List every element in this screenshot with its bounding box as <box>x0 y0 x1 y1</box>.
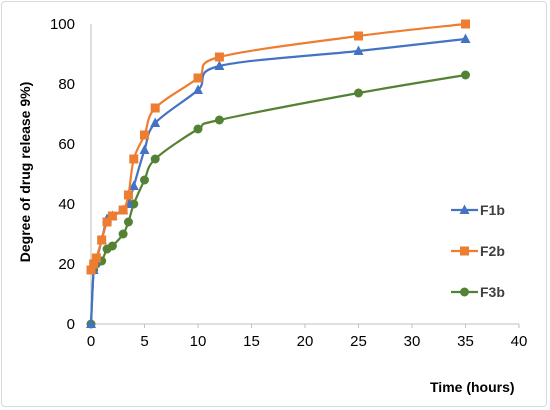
x-tick-label: 25 <box>350 333 367 350</box>
legend-label: F2b <box>480 243 505 259</box>
data-point <box>150 154 160 164</box>
data-point <box>107 211 117 221</box>
data-point <box>102 217 112 227</box>
data-point <box>107 241 117 251</box>
data-point <box>118 205 128 215</box>
series-layer <box>86 19 471 329</box>
legend-label: F3b <box>480 284 505 300</box>
data-point <box>139 144 150 154</box>
legend-marker <box>459 204 470 214</box>
axes <box>90 24 519 325</box>
data-point <box>214 60 225 70</box>
x-tick-label: 30 <box>404 333 421 350</box>
data-point <box>150 103 160 113</box>
legend-label: F1b <box>480 202 505 218</box>
data-point <box>353 45 364 55</box>
data-point <box>89 259 99 269</box>
data-point <box>354 88 363 98</box>
x-tick-label: 10 <box>190 333 207 350</box>
legend-item-f2b: F2b <box>451 243 505 259</box>
legend-marker <box>460 287 469 297</box>
data-point <box>97 235 107 245</box>
x-tick-label: 40 <box>511 333 528 350</box>
x-tick-label: 20 <box>297 333 314 350</box>
data-point <box>118 229 128 239</box>
legend: F1b F2b F3b <box>451 202 505 300</box>
y-tick-label: 80 <box>58 76 75 93</box>
x-tick-label: 5 <box>140 333 148 350</box>
legend-item-f3b: F3b <box>451 284 505 300</box>
legend-marker <box>460 246 469 256</box>
data-point <box>86 265 96 275</box>
data-point <box>354 31 363 41</box>
y-tick-labels: 0 20 40 60 80 100 <box>50 16 75 333</box>
x-tick-label: 15 <box>243 333 260 350</box>
series-f2b <box>86 19 470 275</box>
data-point <box>460 33 471 43</box>
series-f3b <box>86 70 470 329</box>
x-tick-labels: 0 5 10 15 20 25 30 35 40 <box>87 324 528 350</box>
y-tick-label: 0 <box>67 316 75 333</box>
y-tick-label: 100 <box>50 16 75 33</box>
data-point <box>129 154 139 164</box>
series-line <box>89 73 466 325</box>
series-line <box>89 22 466 271</box>
x-tick-label: 0 <box>87 333 95 350</box>
y-tick-label: 20 <box>58 256 75 273</box>
data-point <box>461 19 470 29</box>
data-point <box>140 130 149 140</box>
data-point <box>461 70 470 80</box>
data-point <box>193 84 203 94</box>
x-tick-label: 35 <box>457 333 474 350</box>
data-point <box>123 190 133 200</box>
y-tick-label: 60 <box>58 136 75 153</box>
data-point <box>214 52 224 62</box>
data-point <box>128 180 139 190</box>
y-tick-label: 40 <box>58 196 75 213</box>
data-point <box>91 253 101 263</box>
data-point <box>150 117 161 127</box>
y-axis-title: Degree of drug release 9%) <box>17 82 33 263</box>
x-axis-title: Time (hours) <box>430 379 515 395</box>
data-point <box>123 217 133 227</box>
legend-item-f1b: F1b <box>451 202 505 218</box>
data-point <box>193 73 203 83</box>
data-point <box>140 175 149 185</box>
data-point <box>86 318 96 328</box>
data-point <box>214 115 224 125</box>
data-point <box>193 124 203 134</box>
